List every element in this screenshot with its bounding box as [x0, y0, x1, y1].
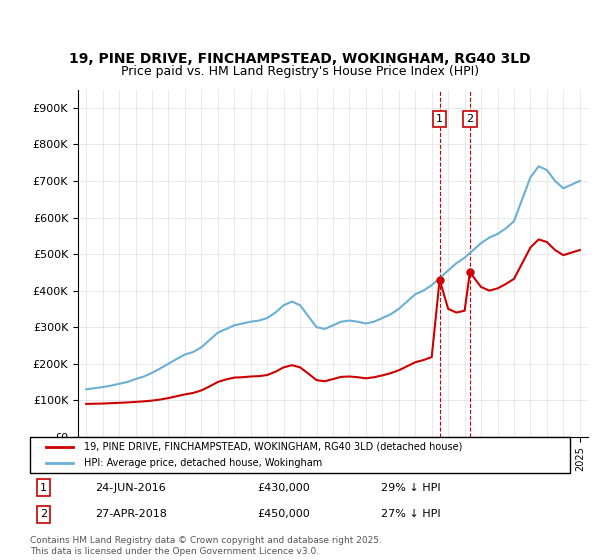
Text: Price paid vs. HM Land Registry's House Price Index (HPI): Price paid vs. HM Land Registry's House …	[121, 65, 479, 78]
Text: 2: 2	[466, 114, 473, 124]
Text: 27-APR-2018: 27-APR-2018	[95, 509, 167, 519]
Text: 2: 2	[40, 509, 47, 519]
FancyBboxPatch shape	[30, 437, 570, 473]
Text: 1: 1	[436, 114, 443, 124]
Text: 19, PINE DRIVE, FINCHAMPSTEAD, WOKINGHAM, RG40 3LD: 19, PINE DRIVE, FINCHAMPSTEAD, WOKINGHAM…	[69, 52, 531, 66]
Text: Contains HM Land Registry data © Crown copyright and database right 2025.
This d: Contains HM Land Registry data © Crown c…	[30, 536, 382, 556]
Text: 24-JUN-2016: 24-JUN-2016	[95, 483, 166, 493]
Text: 27% ↓ HPI: 27% ↓ HPI	[381, 509, 440, 519]
Text: £430,000: £430,000	[257, 483, 310, 493]
Text: £450,000: £450,000	[257, 509, 310, 519]
Text: 19, PINE DRIVE, FINCHAMPSTEAD, WOKINGHAM, RG40 3LD (detached house): 19, PINE DRIVE, FINCHAMPSTEAD, WOKINGHAM…	[84, 442, 463, 452]
Text: 1: 1	[40, 483, 47, 493]
Text: 29% ↓ HPI: 29% ↓ HPI	[381, 483, 440, 493]
Text: HPI: Average price, detached house, Wokingham: HPI: Average price, detached house, Woki…	[84, 458, 322, 468]
